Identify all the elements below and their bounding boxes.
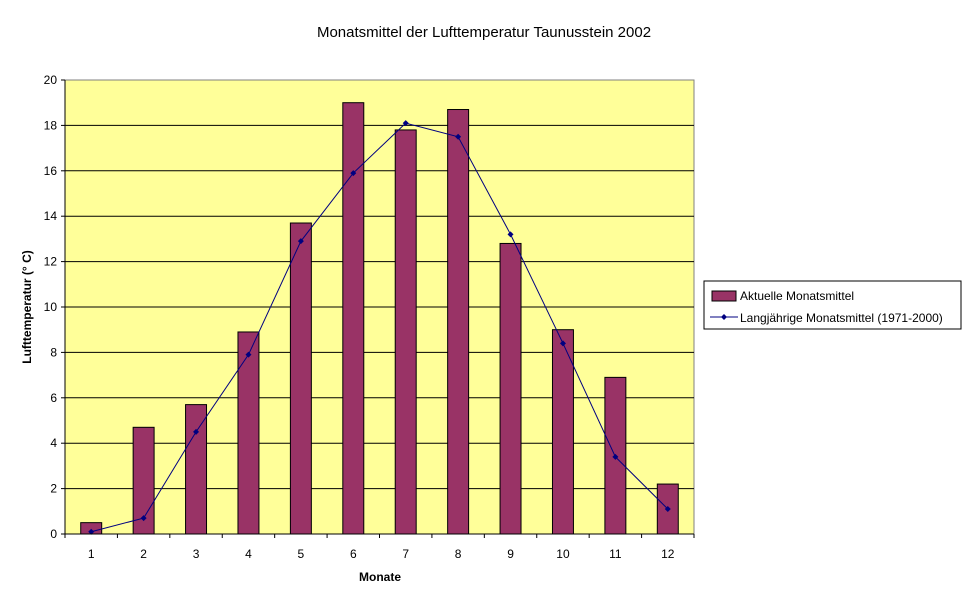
x-tick-label: 6 <box>350 547 357 561</box>
y-tick-label: 16 <box>44 164 58 178</box>
bar <box>394 129 417 535</box>
x-tick-label: 5 <box>298 547 305 561</box>
legend: Aktuelle Monatsmittel Langjährige Monats… <box>703 280 962 330</box>
x-tick-label: 9 <box>507 547 514 561</box>
y-tick-label: 14 <box>44 209 58 223</box>
line-point <box>88 528 95 535</box>
legend-box <box>703 280 962 330</box>
y-tick-label: 12 <box>44 255 58 269</box>
line-series <box>88 120 671 535</box>
bar <box>237 331 260 535</box>
x-tick-label: 11 <box>609 547 622 561</box>
y-tick-labels: 0 2 4 6 8 10 12 14 16 18 20 <box>44 73 58 541</box>
y-tick-label: 6 <box>50 391 57 405</box>
x-tick-label: 2 <box>140 547 147 561</box>
axes <box>61 79 695 538</box>
line-point <box>507 231 514 238</box>
y-tick-label: 4 <box>50 436 57 450</box>
x-tick-label: 8 <box>455 547 462 561</box>
line-point <box>245 351 252 358</box>
y-tick-label: 2 <box>50 482 57 496</box>
x-axis-title: Monate <box>359 570 401 584</box>
line-point <box>193 428 200 435</box>
line-point <box>559 340 566 347</box>
line-point <box>455 133 462 140</box>
chart-title: Monatsmittel der Lufttemperatur Taunusst… <box>317 24 651 41</box>
y-tick-label: 18 <box>44 118 58 132</box>
legend-line-marker <box>721 314 727 320</box>
gridlines <box>65 124 694 490</box>
line-point <box>402 120 409 127</box>
bar <box>342 102 365 535</box>
legend-line-label: Langjährige Monatsmittel (1971-2000) <box>740 311 943 325</box>
bar <box>289 222 312 535</box>
bar <box>447 109 470 535</box>
series-line <box>91 122 669 533</box>
x-tick-label: 10 <box>556 547 570 561</box>
y-axis-title: Lufttemperatur (° C) <box>20 250 34 363</box>
line-point <box>297 238 304 245</box>
line-point <box>664 506 671 513</box>
legend-bar-swatch <box>711 290 737 302</box>
legend-bar-label: Aktuelle Monatsmittel <box>740 289 854 303</box>
bar <box>185 404 208 535</box>
x-tick-label: 7 <box>402 547 409 561</box>
bar <box>499 242 522 535</box>
y-tick-label: 0 <box>50 527 57 541</box>
line-point <box>612 453 619 460</box>
x-tick-labels: 1 2 3 4 5 6 7 8 9 10 11 12 <box>88 547 675 561</box>
x-tick-label: 4 <box>245 547 252 561</box>
y-tick-label: 10 <box>44 300 58 314</box>
x-tick-label: 12 <box>661 547 675 561</box>
line-point <box>140 515 147 522</box>
y-tick-label: 8 <box>50 345 57 359</box>
line-point <box>350 170 357 177</box>
x-tick-label: 3 <box>193 547 200 561</box>
y-tick-label: 20 <box>44 73 58 87</box>
x-tick-label: 1 <box>88 547 95 561</box>
